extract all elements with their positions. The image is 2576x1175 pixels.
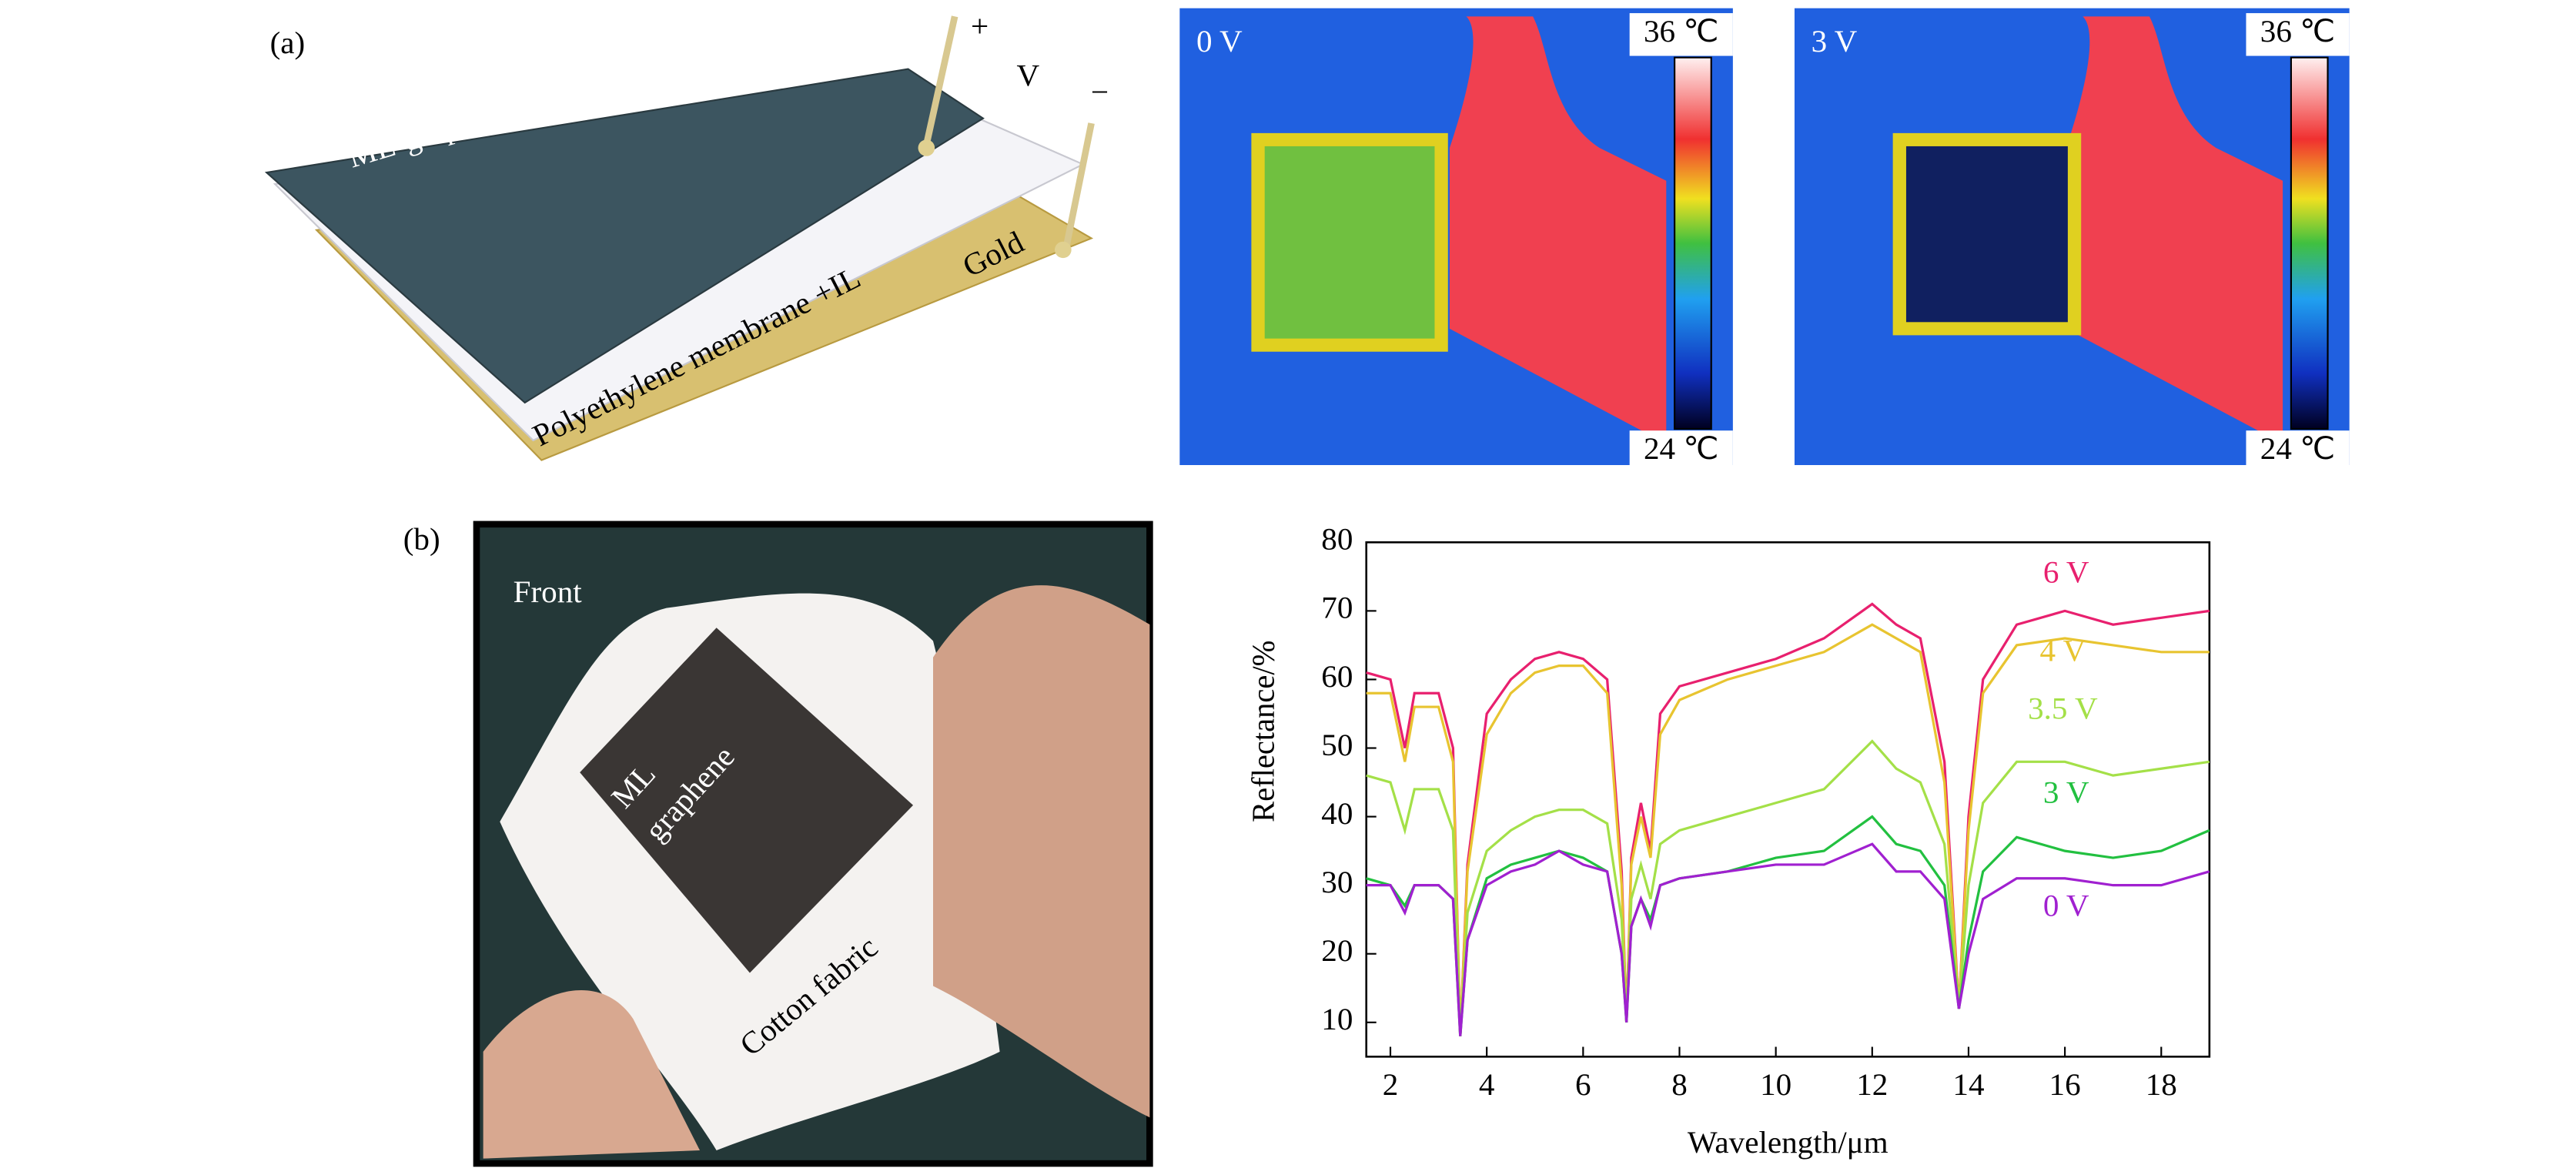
series-label: 3.5 V bbox=[2028, 691, 2098, 726]
series-label: 3 V bbox=[2043, 775, 2089, 810]
thermal-image: 0 V 36 ℃ 24 ℃ bbox=[1179, 8, 1733, 470]
plot-frame bbox=[1365, 541, 2211, 1058]
y-tick-label: 60 bbox=[1321, 659, 1353, 694]
x-tick-label: 16 bbox=[2049, 1067, 2081, 1102]
x-tick-label: 8 bbox=[1671, 1067, 1688, 1102]
graphene-layer bbox=[264, 68, 985, 404]
series-label: 0 V bbox=[2043, 889, 2089, 923]
voltage-label: 3 V bbox=[1812, 24, 1858, 59]
colorbar-min: 24 ℃ bbox=[1644, 431, 1719, 466]
series-line bbox=[1366, 623, 2210, 1036]
x-tick-label: 14 bbox=[1952, 1067, 1984, 1102]
electrode bbox=[1062, 122, 1095, 247]
x-tick-label: 4 bbox=[1479, 1067, 1495, 1102]
series-label: 4 V bbox=[2040, 634, 2086, 668]
y-tick-label: 80 bbox=[1321, 522, 1353, 557]
panel-label: (b) bbox=[403, 522, 440, 557]
electrode bbox=[923, 15, 958, 146]
y-tick-label: 30 bbox=[1321, 865, 1353, 899]
series-label: 6 V bbox=[2043, 555, 2089, 590]
polarity-label: − bbox=[1091, 75, 1109, 109]
photo: Front ML graphene Cotton fabric bbox=[473, 521, 1153, 1167]
x-tick-label: 10 bbox=[1760, 1067, 1791, 1102]
electrode-tip bbox=[918, 139, 935, 156]
x-tick-label: 12 bbox=[1856, 1067, 1888, 1102]
voltage-label: 0 V bbox=[1196, 24, 1243, 59]
colorbar-max: 36 ℃ bbox=[2260, 14, 2336, 49]
colorbar-max: 36 ℃ bbox=[1644, 14, 1719, 49]
voltage-label: V bbox=[1017, 59, 1040, 93]
y-tick-label: 20 bbox=[1321, 933, 1353, 968]
polarity-label: + bbox=[971, 9, 989, 44]
x-tick-label: 6 bbox=[1575, 1067, 1591, 1102]
photo-label: Front bbox=[514, 574, 583, 609]
y-tick-label: 40 bbox=[1321, 796, 1353, 831]
y-axis-title: Reflectance/% bbox=[1246, 641, 1280, 822]
thermal-image: 3 V 36 ℃ 24 ℃ bbox=[1794, 8, 2350, 470]
panel-label: (a) bbox=[270, 25, 306, 60]
colorbar-min: 24 ℃ bbox=[2260, 431, 2336, 466]
x-tick-label: 2 bbox=[1383, 1067, 1399, 1102]
y-tick-label: 10 bbox=[1321, 1002, 1353, 1036]
series-line bbox=[1366, 842, 2210, 1036]
series-line bbox=[1366, 602, 2210, 1036]
x-axis-title: Wavelength/μm bbox=[1688, 1125, 1889, 1160]
x-tick-label: 18 bbox=[2146, 1067, 2177, 1102]
y-tick-label: 70 bbox=[1321, 591, 1353, 625]
electrode-tip bbox=[1054, 241, 1072, 259]
y-tick-label: 50 bbox=[1321, 728, 1353, 762]
series-line bbox=[1366, 815, 2210, 1036]
